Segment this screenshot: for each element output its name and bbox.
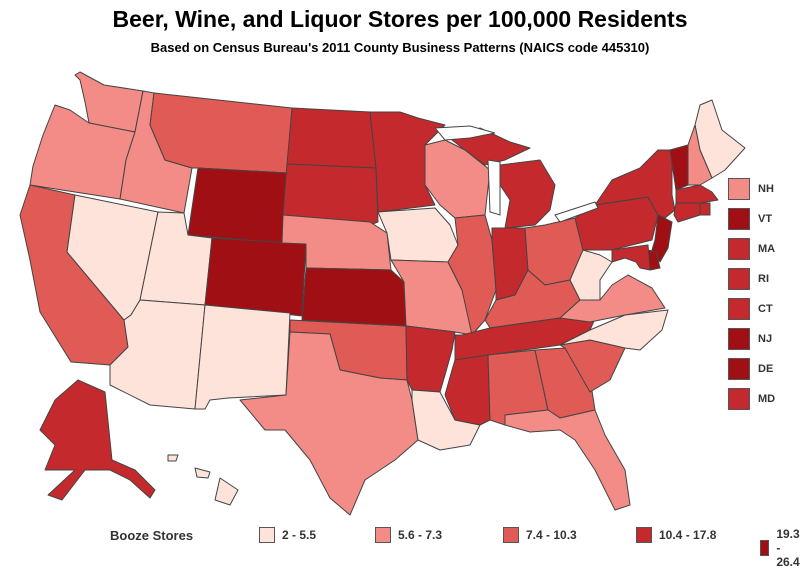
legend-label: 7.4 - 10.3 [526,528,577,542]
ne-legend-item: MD [728,388,775,410]
ne-legend-label: MA [758,243,776,255]
legend-title: Booze Stores [110,528,194,543]
state-LA[interactable] [411,389,481,451]
lake-erie [554,201,599,223]
state-MI[interactable] [499,159,556,229]
legend-swatch [728,328,750,350]
legend-swatch [728,388,750,410]
state-CT[interactable] [673,202,701,223]
legend-item: 19.3 - 26.4 [760,527,800,569]
lake-michigan [487,159,501,216]
ne-legend-label: VT [758,213,773,225]
map-subtitle: Based on Census Bureau's 2011 County Bus… [150,40,650,55]
state-NM[interactable] [194,304,291,410]
legend-label: 2 - 5.5 [282,528,317,542]
legend-label: 19.3 - 26.4 [776,527,800,569]
legend-item: 7.4 - 10.3 [503,527,577,543]
legend-swatch [503,527,519,543]
state-MD[interactable] [611,244,651,271]
state-HI[interactable] [214,477,239,506]
legend-swatch [728,238,750,260]
legend-swatch [728,208,750,230]
legend-swatch [259,527,275,543]
ne-legend-label: DE [758,363,774,375]
legend-swatch [375,527,391,543]
state-AR[interactable] [405,325,456,393]
state-HI-2[interactable] [194,467,211,479]
state-TX[interactable] [239,331,419,516]
state-KS[interactable] [301,267,407,327]
legend-swatch [728,268,750,290]
legend-label: 5.6 - 7.3 [398,528,443,542]
ne-legend-item: NH [728,178,774,200]
state-IA[interactable] [377,207,459,263]
state-MT[interactable] [149,92,293,174]
legend-item: 10.4 - 17.8 [636,527,716,543]
ne-legend-item: VT [728,208,772,230]
state-CO[interactable] [204,237,307,317]
ne-legend-label: RI [758,273,769,285]
state-VT[interactable] [669,144,689,191]
map-title: Beer, Wine, and Liquor Stores per 100,00… [112,6,688,32]
ne-legend-label: CT [758,303,773,315]
state-WY[interactable] [187,167,288,244]
color-legend: Booze Stores 2 - 5.5 5.6 - 7.3 7.4 - 10.… [0,525,800,569]
ne-legend-label: NJ [758,333,773,345]
ne-legend-label: MD [758,393,776,405]
legend-swatch [728,178,750,200]
legend-label: 10.4 - 17.8 [659,528,717,542]
state-AK[interactable] [39,379,156,501]
lake-superior [433,125,496,141]
us-map [19,71,746,516]
ne-legend-item: MA [728,238,775,260]
legend-item: 5.6 - 7.3 [375,527,442,543]
ne-legend-item: NJ [728,328,772,350]
legend-swatch [636,527,652,543]
ne-legend-item: CT [728,298,773,320]
legend-swatch [728,298,750,320]
state-ND[interactable] [286,107,377,169]
state-NC[interactable] [559,309,669,351]
state-RI[interactable] [699,202,711,216]
state-HI-3[interactable] [167,454,179,462]
state-NJ[interactable] [651,214,673,263]
state-FL[interactable] [504,409,631,511]
state-SD[interactable] [282,163,379,226]
legend-swatch [728,358,750,380]
ne-legend-label: NH [758,183,774,195]
state-WV[interactable] [569,249,613,301]
ne-legend-item: RI [728,268,769,290]
ne-legend-item: DE [728,358,773,380]
legend-swatch [760,540,770,556]
state-IL[interactable] [447,214,497,336]
state-NY[interactable] [594,149,676,219]
legend-item: 2 - 5.5 [259,527,316,543]
